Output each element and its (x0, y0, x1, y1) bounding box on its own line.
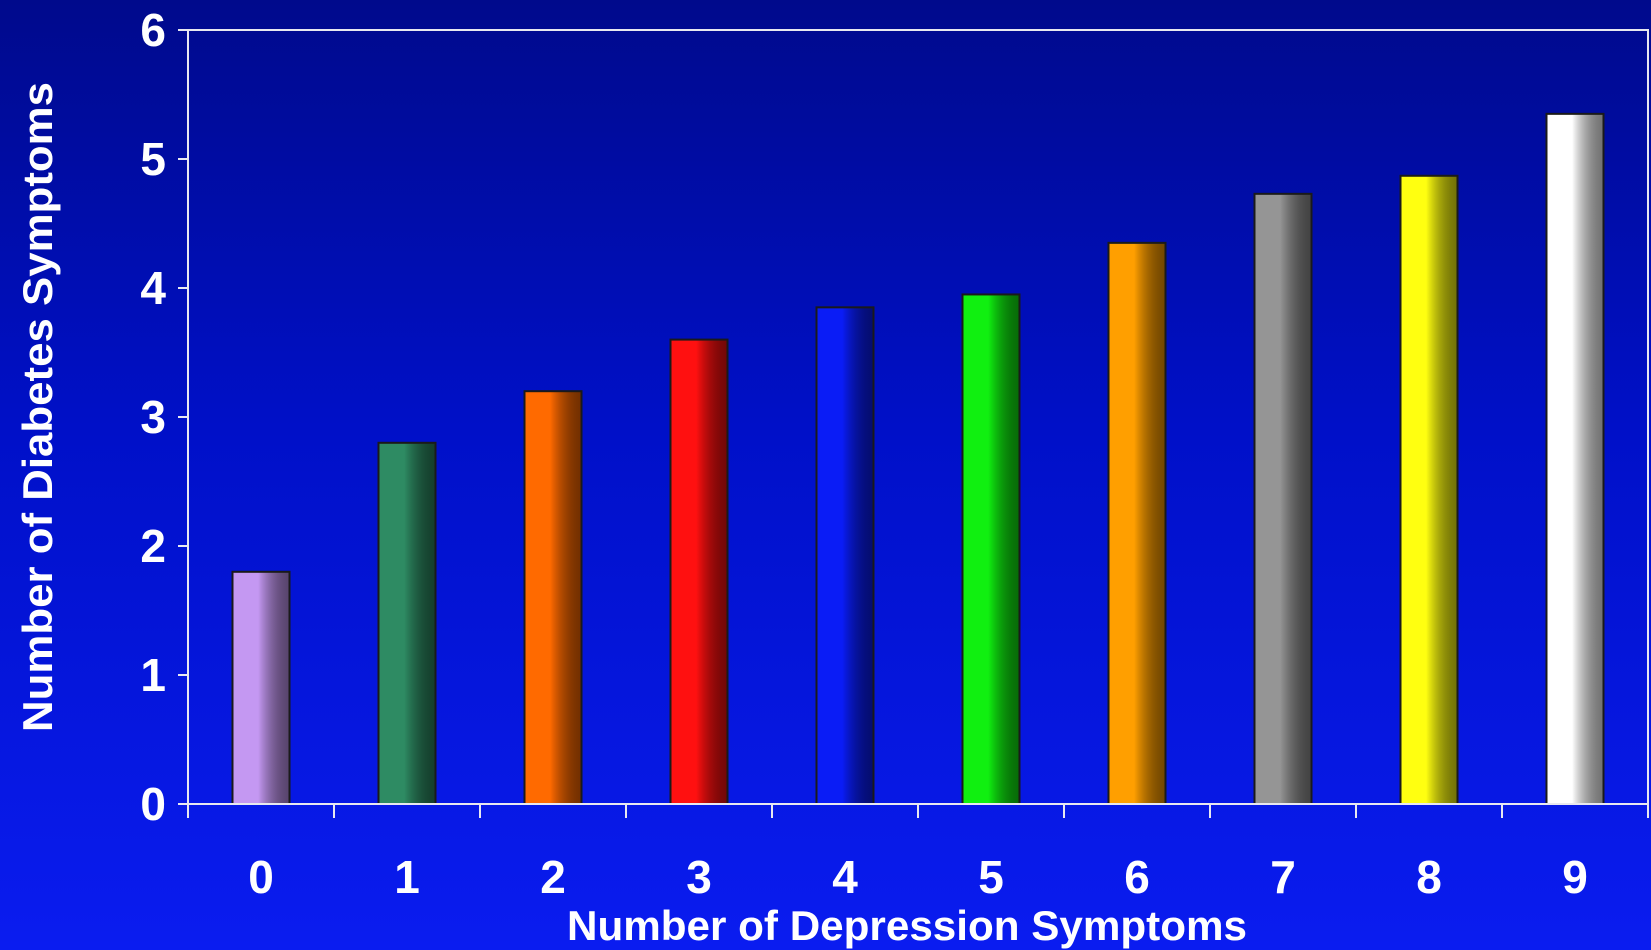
y-tick-label: 2 (140, 520, 166, 572)
y-tick-label: 0 (140, 778, 166, 830)
x-tick-label: 3 (686, 851, 712, 903)
bar-shading-9 (1545, 112, 1605, 806)
x-tick-label: 5 (978, 851, 1004, 903)
y-tick-label: 1 (140, 649, 166, 701)
x-tick-label: 0 (248, 851, 274, 903)
bars-group (231, 112, 1605, 806)
bar-shading-8 (1399, 174, 1459, 805)
bar-shading-2 (523, 390, 583, 805)
x-axis-title: Number of Depression Symptoms (567, 902, 1247, 949)
bar-shading-0 (231, 570, 291, 805)
bar-shading-7 (1253, 192, 1313, 805)
y-axis-title: Number of Diabetes Symptoms (14, 82, 61, 732)
x-tick-label: 1 (394, 851, 420, 903)
x-axis: 0 1 2 3 4 5 6 7 8 9 (187, 804, 1649, 903)
bar-shading-6 (1107, 241, 1167, 806)
x-tick-label: 8 (1416, 851, 1442, 903)
x-tick-label: 6 (1124, 851, 1150, 903)
y-tick-label: 3 (140, 391, 166, 443)
x-tick-label: 7 (1270, 851, 1296, 903)
y-tick-label: 4 (140, 262, 166, 314)
y-tick-label: 6 (140, 4, 166, 56)
x-tick-label: 4 (832, 851, 858, 903)
bar-shading-4 (815, 306, 875, 805)
y-tick-label: 5 (140, 133, 166, 185)
y-axis: 0 1 2 3 4 5 6 (140, 4, 188, 830)
bar-shading-3 (669, 338, 729, 805)
x-tick-label: 9 (1562, 851, 1588, 903)
bar-shading-5 (961, 293, 1021, 805)
bar-shading-1 (377, 441, 437, 805)
x-tick-label: 2 (540, 851, 566, 903)
